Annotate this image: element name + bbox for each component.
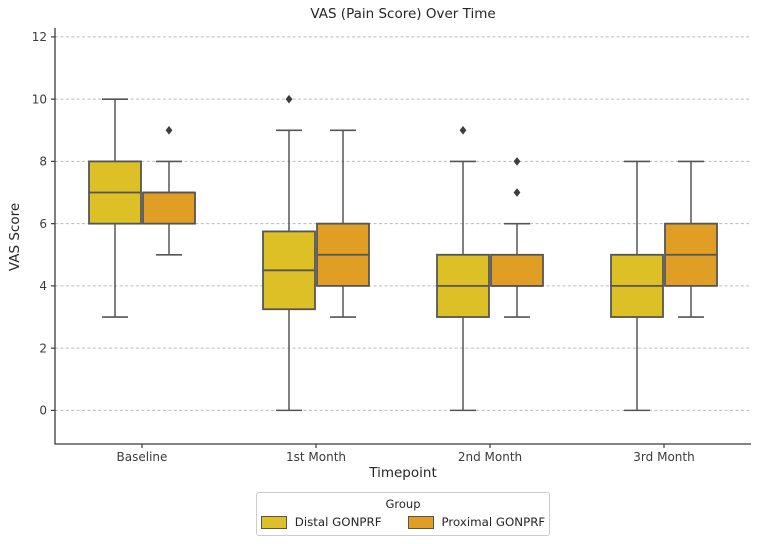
legend-item-label: Distal GONPRF bbox=[294, 515, 382, 529]
svg-text:4: 4 bbox=[39, 279, 47, 293]
legend-title: Group bbox=[385, 497, 421, 511]
svg-text:6: 6 bbox=[39, 217, 47, 231]
legend-items: Distal GONPRF Proximal GONPRF bbox=[260, 515, 545, 529]
svg-text:2nd Month: 2nd Month bbox=[458, 450, 522, 464]
x-axis-label: Timepoint bbox=[369, 465, 437, 481]
svg-text:0: 0 bbox=[39, 404, 47, 418]
proximal-gonprf-swatch bbox=[407, 515, 434, 529]
svg-text:2: 2 bbox=[39, 341, 47, 355]
legend: Group Distal GONPRF Proximal GONPRF bbox=[256, 492, 550, 536]
distal-gonprf-swatch bbox=[260, 515, 287, 529]
svg-text:Baseline: Baseline bbox=[117, 450, 168, 464]
svg-text:10: 10 bbox=[32, 92, 47, 106]
chart-title: VAS (Pain Score) Over Time bbox=[310, 6, 496, 22]
svg-text:12: 12 bbox=[32, 30, 47, 44]
boxplot-canvas: 0 2 4 6 8 10 12 Baseline 1st Month 2nd Month 3rd M… bbox=[32, 28, 751, 464]
svg-text:3rd Month: 3rd Month bbox=[633, 450, 694, 464]
y-axis-label: VAS Score bbox=[7, 202, 23, 272]
svg-text:1st Month: 1st Month bbox=[286, 450, 346, 464]
legend-item-label: Proximal GONPRF bbox=[441, 515, 546, 529]
legend-item-proximal: Proximal GONPRF bbox=[407, 515, 546, 529]
svg-text:8: 8 bbox=[39, 155, 47, 169]
legend-item-distal: Distal GONPRF bbox=[260, 515, 382, 529]
